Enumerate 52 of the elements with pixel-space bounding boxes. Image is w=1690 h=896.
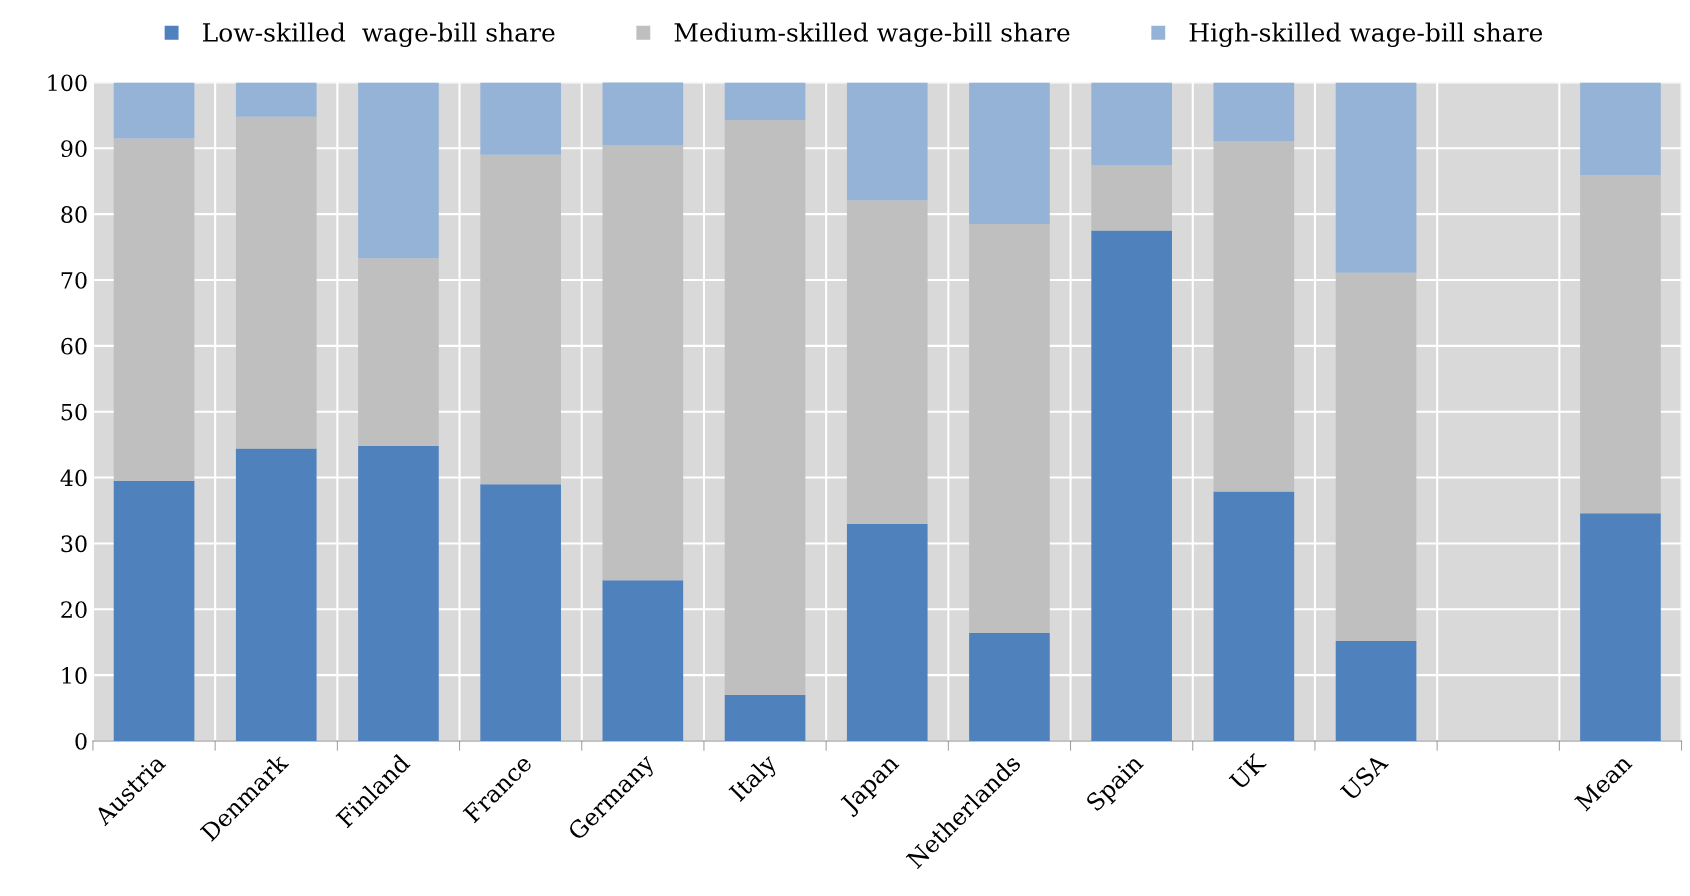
bar	[969, 82, 1050, 225]
y-tick-label: 0	[75, 732, 87, 750]
bar	[724, 694, 806, 741]
bar	[113, 480, 195, 741]
bar	[1213, 491, 1295, 741]
bar	[235, 116, 317, 449]
y-tick-label: 90	[61, 140, 87, 158]
bar	[358, 258, 439, 446]
y-tick-label: 10	[62, 667, 87, 684]
bar	[724, 119, 806, 695]
x-tick-label: USA	[1339, 752, 1390, 802]
bar	[602, 580, 684, 741]
bar	[1213, 82, 1295, 142]
bar	[1091, 230, 1172, 741]
y-tick-label: 80	[61, 206, 87, 223]
bar	[113, 138, 195, 481]
bar	[724, 82, 806, 120]
legend-label: Medium-skilled wage-bill share	[674, 22, 1070, 48]
y-tick-label: 20	[61, 601, 87, 619]
bar	[1335, 272, 1417, 641]
bar	[235, 448, 317, 741]
bar	[480, 484, 561, 741]
bar	[113, 82, 195, 139]
legend-label: High-skilled wage-bill share	[1189, 22, 1543, 48]
bar	[1335, 82, 1417, 273]
bar	[602, 145, 684, 581]
bar	[1213, 141, 1295, 492]
bar	[1580, 513, 1661, 741]
bar	[1335, 640, 1417, 741]
y-tick-label: 60	[61, 337, 87, 355]
bar	[846, 523, 928, 741]
bar	[1091, 82, 1172, 166]
bar	[1580, 175, 1661, 514]
bar	[969, 224, 1050, 633]
y-tick-label: 100	[48, 74, 87, 92]
legend-label: Low-skilled wage-bill share	[202, 22, 555, 48]
y-tick-label: 30	[61, 535, 87, 553]
bar	[1580, 82, 1661, 176]
bar	[1091, 165, 1172, 231]
bar	[480, 82, 561, 155]
bar	[846, 82, 928, 201]
bar	[480, 154, 561, 485]
bar	[358, 445, 439, 741]
bar	[846, 200, 928, 524]
y-tick-label: 70	[61, 271, 87, 289]
x-tick-label: UK	[1228, 752, 1268, 791]
bar	[969, 632, 1050, 741]
bar	[358, 82, 439, 259]
y-tick-label: 50	[61, 403, 87, 421]
bar	[235, 82, 317, 117]
bar	[602, 82, 684, 145]
y-tick-label: 40	[60, 469, 87, 487]
